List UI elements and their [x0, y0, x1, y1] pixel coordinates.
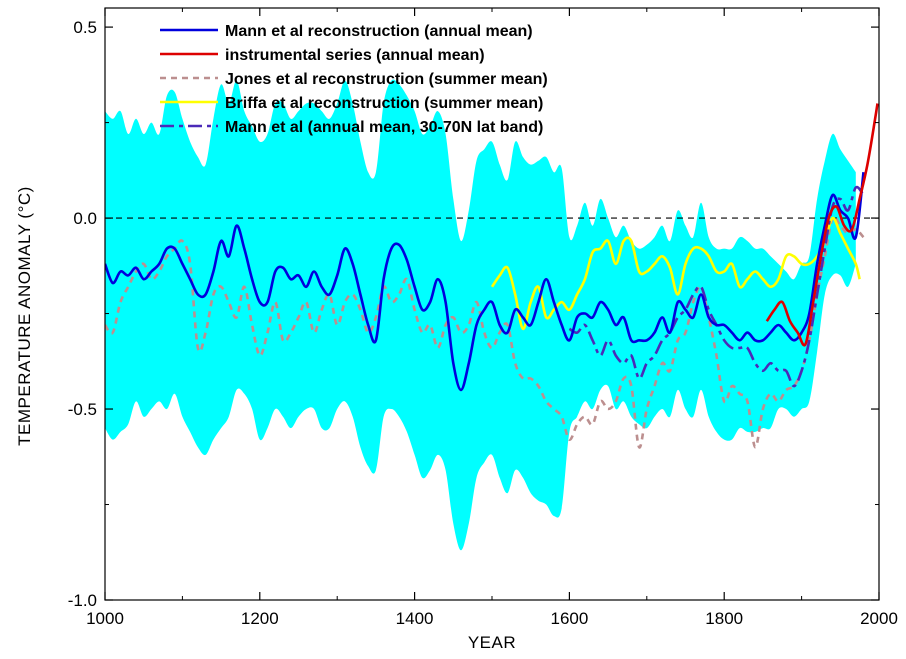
x-axis-title: YEAR [468, 633, 516, 652]
legend-label-3: Briffa et al reconstruction (summer mean… [225, 95, 543, 112]
x-tick-label: 1600 [550, 609, 588, 628]
series-line-1 [765, 103, 879, 347]
tick-layer: 1000 1200 1400 1600 1800 2000 0.5 0.0 -0.5 -1.0 [68, 8, 898, 628]
y-tick-label: -1.0 [68, 591, 97, 610]
series-line-0 [105, 172, 865, 392]
x-tick-label: 1800 [705, 609, 743, 628]
legend-label-1: instrumental series (annual mean) [225, 47, 485, 64]
legend-label-0: Mann et al reconstruction (annual mean) [225, 23, 533, 40]
y-tick-label: 0.0 [73, 209, 97, 228]
x-tick-label: 1400 [396, 609, 434, 628]
x-tick-label: 2000 [860, 609, 898, 628]
legend: Mann et al reconstruction (annual mean) i… [160, 23, 548, 136]
x-tick-label: 1200 [241, 609, 279, 628]
series-layer [105, 103, 879, 449]
x-tick-label: 1000 [86, 609, 124, 628]
legend-label-4: Mann et al (annual mean, 30-70N lat band… [225, 119, 543, 136]
y-tick-label: -0.5 [68, 400, 97, 419]
series-line-3 [490, 216, 861, 331]
y-axis-title: TEMPERATURE ANOMALY (°C) [15, 186, 34, 446]
y-tick-label: 0.5 [73, 18, 97, 37]
legend-label-2: Jones et al reconstruction (summer mean) [225, 71, 548, 88]
